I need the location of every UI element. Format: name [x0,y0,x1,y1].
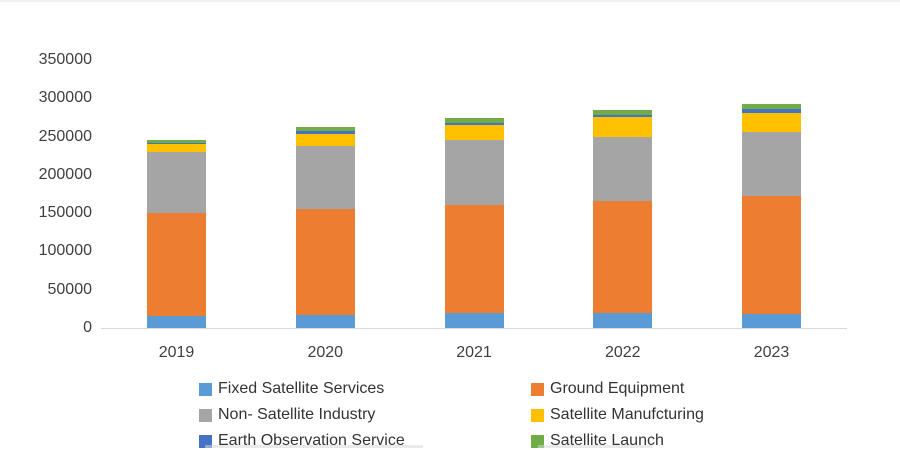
bar-segment-2022-earth-observation-service [593,115,653,118]
bar-segment-2019-earth-observation-service [147,142,206,145]
bar-segment-2019-satellite-manufcturing [147,144,206,152]
bar-segment-2022-satellite-launch [593,109,653,116]
bar-segment-2021-earth-observation-service [444,122,504,126]
x-axis-tick-label-2023: 2023 [753,344,790,361]
bar-segment-2023-fixed-satellite-services [742,314,801,328]
legend-label-fixed-satellite-services: Fixed Satellite Services [218,380,385,397]
bar-segment-2022-fixed-satellite-services [593,313,653,328]
bar-segment-2022-satellite-manufcturing [593,117,653,137]
bar-segment-2022-ground-equipment [593,200,653,314]
bar-segment-2021-satellite-launch [444,118,504,123]
legend-swatch-satellite-manufcturing [531,408,544,422]
x-axis-tick-label-2019: 2019 [158,344,195,361]
x-axis-tick-label-2021: 2021 [456,344,492,361]
legend-item-non-satellite-industry: Non- Satellite Industry [199,406,375,424]
x-axis-line [101,328,847,329]
legend-cutoff-artifact [205,445,423,448]
plot-area: 0 50000 100000 150000 200000 250000 300000 3500… [38,51,847,361]
bar-segment-2019-ground-equipment [147,213,206,316]
bar-segment-2019-satellite-launch [147,139,206,143]
bar-segment-2023-non-satellite-industry [742,131,801,197]
legend-label-ground-equipment: Ground Equipment [550,380,685,397]
legend: Fixed Satellite Services Ground Equipment… [0,370,900,450]
legend-item-earth-observation-service: Earth Observation Service [199,432,405,450]
bar-segment-2020-ground-equipment [295,208,355,315]
legend-item-satellite-manufcturing: Satellite Manufcturing [531,406,704,424]
legend-swatch-satellite-launch [531,434,544,448]
bar-segment-2019-fixed-satellite-services [147,315,206,328]
y-axis-tick-label: 0 [83,319,92,336]
y-axis-tick-label: 150000 [38,204,92,222]
legend-label-satellite-manufcturing: Satellite Manufcturing [550,406,704,423]
y-axis-tick-label: 100000 [38,242,92,260]
legend-swatch-ground-equipment [531,382,544,396]
legend-label-earth-observation-service: Earth Observation Service [218,432,405,449]
bar-segment-2021-fixed-satellite-services [444,313,504,328]
bar-segment-2020-earth-observation-service [295,131,355,134]
legend-label-non-satellite-industry: Non- Satellite Industry [218,406,376,423]
bar-segment-2021-ground-equipment [444,205,504,314]
x-axis-tick-label-2022: 2022 [604,344,641,361]
legend-item-ground-equipment: Ground Equipment [531,380,684,398]
bar-segment-2020-non-satellite-industry [295,145,355,209]
legend-cutoff-artifact [538,445,652,448]
y-axis-tick-label: 250000 [38,127,92,145]
bar-segment-2023-ground-equipment [742,196,801,315]
legend-swatch-fixed-satellite-services [199,382,212,396]
chart-top-border [0,0,900,2]
bar-segment-2021-non-satellite-industry [444,140,504,206]
bar-segment-2020-fixed-satellite-services [295,314,355,328]
legend-swatch-earth-observation-service [199,434,212,448]
legend-item-fixed-satellite-services: Fixed Satellite Services [199,380,384,398]
y-axis-tick-label: 350000 [38,51,92,68]
legend-item-satellite-launch: Satellite Launch [531,432,664,450]
bar-segment-2020-satellite-manufcturing [295,133,355,146]
bar-segment-2023-earth-observation-service [742,109,801,113]
legend-label-satellite-launch: Satellite Launch [550,432,664,449]
bar-segment-2022-non-satellite-industry [593,136,653,201]
bar-segment-2019-non-satellite-industry [147,151,206,214]
bar-segment-2020-satellite-launch [295,127,355,132]
legend-swatch-non-satellite-industry [199,408,212,422]
x-axis-tick-label-2020: 2020 [307,344,344,361]
y-axis-tick-label: 200000 [38,165,92,183]
bar-segment-2023-satellite-manufcturing [742,112,801,132]
bar-segment-2023-satellite-launch [742,103,801,109]
y-axis-tick-label: 300000 [38,89,92,107]
y-axis-tick-label: 50000 [47,280,93,298]
bar-segment-2021-satellite-manufcturing [444,125,504,141]
